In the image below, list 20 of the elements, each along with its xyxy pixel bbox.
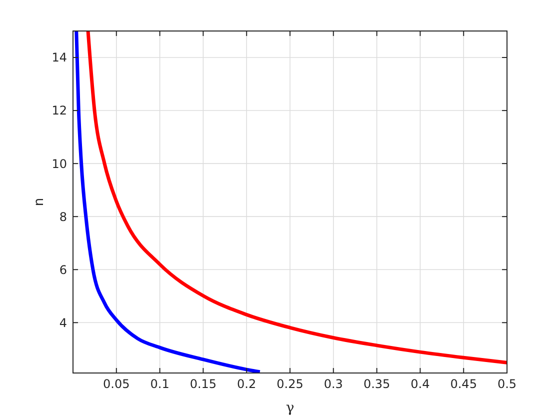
y-tick-label: 6: [59, 262, 67, 277]
y-tick-label: 4: [59, 316, 67, 330]
y-tick-label: 12: [52, 104, 67, 118]
x-tick-label: 0.05: [103, 377, 130, 391]
x-tick-label: 0.15: [190, 377, 217, 391]
line-series: [86, 31, 507, 364]
x-axis-title: γ: [286, 400, 294, 416]
x-tick-label: 0.35: [363, 377, 390, 391]
y-tick-label: 10: [52, 156, 67, 171]
x-tick-label: 0.5: [497, 377, 517, 391]
y-axis-title: n: [32, 198, 47, 206]
x-tick-label: 0.3: [324, 377, 343, 391]
x-tick-label: 0.2: [237, 377, 256, 391]
x-tick-label: 0.25: [276, 377, 304, 391]
x-tick-label: 0.1: [150, 377, 170, 391]
x-tick-label: 0.4: [410, 377, 430, 391]
y-tick-label: 14: [52, 50, 67, 65]
line-series: [74, 31, 262, 373]
x-tick-label: 0.45: [450, 377, 477, 391]
y-tick-label: 8: [59, 210, 67, 224]
